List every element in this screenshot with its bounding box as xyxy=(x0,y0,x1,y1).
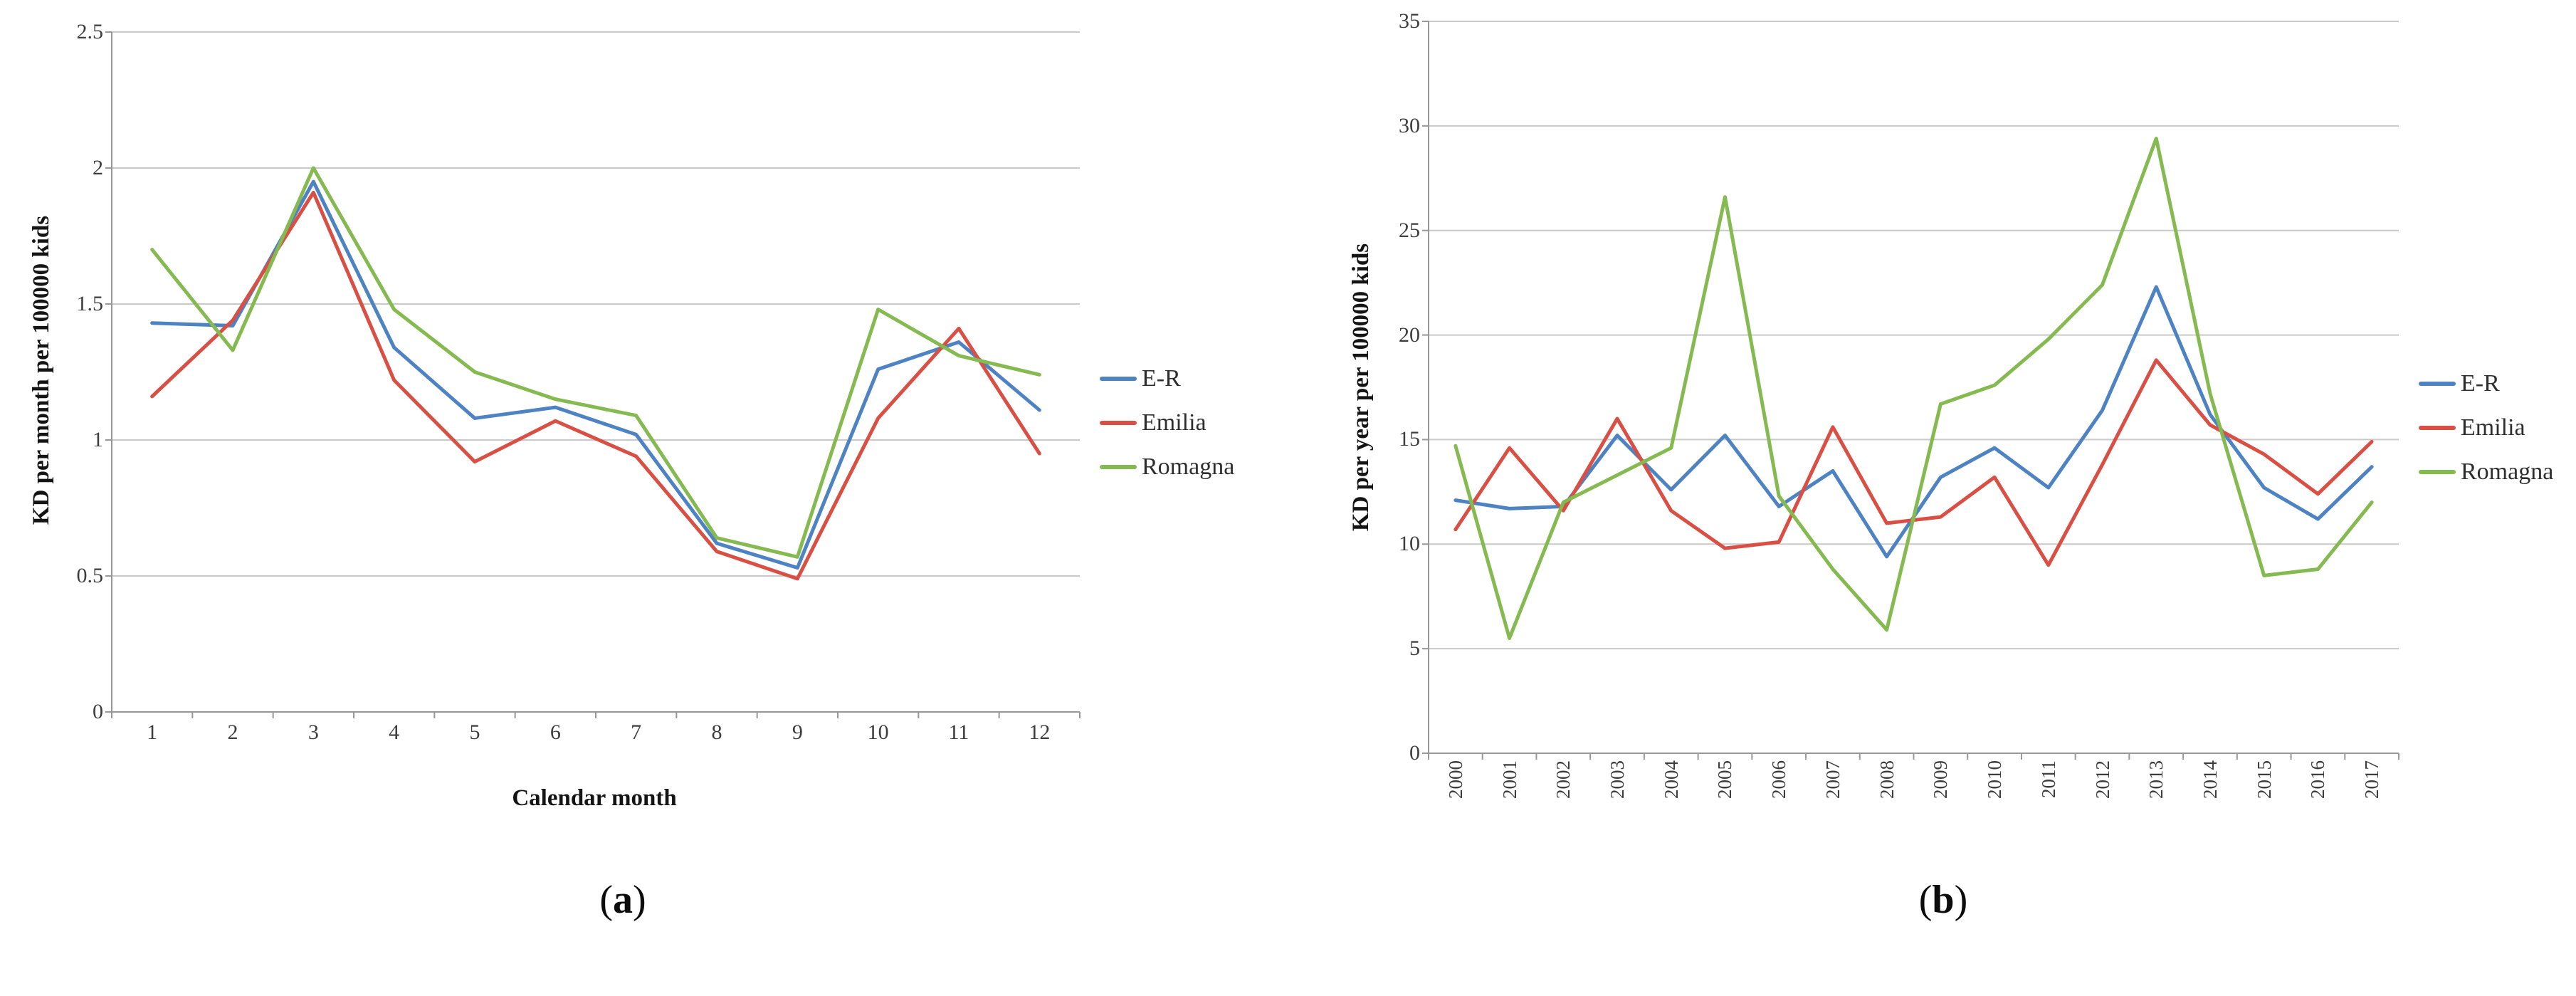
y-tick-label: 5 xyxy=(1409,636,1420,661)
x-tick-label: 2009 xyxy=(1930,760,1952,799)
legend-line-sample-icon xyxy=(2419,382,2456,386)
x-tick-label: 10 xyxy=(867,720,889,744)
chart-a-canvas xyxy=(105,31,1081,718)
chart-a-x-axis-title: Calendar month xyxy=(512,785,677,811)
x-tick-label: 1 xyxy=(147,720,158,744)
y-tick-label: 2.5 xyxy=(76,20,104,43)
caption-b-close-paren: ) xyxy=(1954,878,1968,922)
x-tick-label: 2012 xyxy=(2091,760,2113,799)
x-tick-label: 11 xyxy=(948,720,969,744)
x-tick-label: 7 xyxy=(631,720,642,744)
legend-item-e-r: E-R xyxy=(2419,368,2553,399)
x-tick-label: 2006 xyxy=(1768,760,1790,799)
x-tick-label: 6 xyxy=(550,720,561,744)
legend-line-sample-icon xyxy=(1100,421,1137,425)
x-tick-label: 8 xyxy=(711,720,722,744)
y-tick-label: 30 xyxy=(1399,113,1420,137)
x-tick-label: 3 xyxy=(307,720,319,744)
chart-b-canvas xyxy=(1422,21,2399,760)
x-tick-label: 2008 xyxy=(1876,760,1898,799)
series-line-romagna xyxy=(150,166,1041,559)
x-tick-label: 2013 xyxy=(2145,760,2167,799)
caption-a-open-paren: ( xyxy=(599,878,613,922)
legend-line-sample-icon xyxy=(2419,470,2456,474)
series-line-romagna xyxy=(1453,136,2374,640)
y-tick-label: 25 xyxy=(1399,218,1420,242)
series-line-emilia xyxy=(1453,358,2374,567)
y-tick-label: 0 xyxy=(1409,741,1420,765)
x-tick-label: 2004 xyxy=(1660,760,1682,799)
x-tick-label: 2016 xyxy=(2307,760,2329,799)
x-tick-label: 2000 xyxy=(1444,760,1466,799)
x-tick-label: 2001 xyxy=(1498,760,1520,799)
legend-label: E-R xyxy=(1142,365,1181,392)
caption-a-close-paren: ) xyxy=(633,878,646,922)
legend-item-emilia: Emilia xyxy=(2419,412,2553,444)
legend-item-romagna: Romagna xyxy=(2419,456,2553,488)
series-line-e-r xyxy=(150,179,1041,570)
x-tick-label: 9 xyxy=(792,720,803,744)
legend-item-emilia: Emilia xyxy=(1100,407,1234,439)
legend-item-romagna: Romagna xyxy=(1100,451,1234,483)
chart-a-plot-area: 0 0.5 1 1.5 2 2.5 1 2 3 4 5 6 7 8 9 10 11 12 xyxy=(77,21,1081,743)
chart-b-legend: E-R Emilia Romagna xyxy=(2419,368,2553,500)
x-tick-label: 2015 xyxy=(2253,760,2275,799)
legend-line-sample-icon xyxy=(1100,377,1137,381)
legend-line-sample-icon xyxy=(1100,465,1137,469)
y-tick-label: 1 xyxy=(93,428,103,451)
y-tick-label: 10 xyxy=(1399,532,1420,556)
y-tick-label: 15 xyxy=(1399,427,1420,451)
x-tick-label: 2 xyxy=(227,720,238,744)
legend-label: Romagna xyxy=(2461,458,2554,485)
caption-b-letter: b xyxy=(1932,878,1955,922)
y-tick-label: 0 xyxy=(93,700,103,723)
legend-label: Emilia xyxy=(1142,409,1206,436)
x-tick-label: 2011 xyxy=(2037,760,2059,798)
x-tick-label: 2002 xyxy=(1552,760,1574,799)
legend-label: Emilia xyxy=(2461,414,2525,441)
chart-b-plot-area: 0 5 10 15 20 25 30 35 2000 2001 2002 2003 2004 2005 20… xyxy=(1399,10,2399,799)
x-tick-label: 5 xyxy=(469,720,480,744)
legend-label: Romagna xyxy=(1142,454,1235,480)
y-tick-label: 0.5 xyxy=(76,564,104,587)
y-tick-label: 35 xyxy=(1399,9,1420,33)
legend-line-sample-icon xyxy=(2419,426,2456,430)
caption-a-letter: a xyxy=(613,878,633,922)
series-line-emilia xyxy=(150,190,1041,581)
y-tick-label: 20 xyxy=(1399,323,1420,347)
x-tick-label: 2005 xyxy=(1714,760,1736,799)
caption-b-open-paren: ( xyxy=(1918,878,1933,922)
x-tick-label: 4 xyxy=(389,720,400,744)
y-tick-label: 2 xyxy=(93,156,103,179)
x-tick-label: 2010 xyxy=(1984,760,2006,799)
chart-b-y-axis-title: KD per year per 100000 kids xyxy=(1348,243,1374,532)
legend-label: E-R xyxy=(2461,370,2500,397)
chart-b-caption: (b) xyxy=(1829,877,2057,923)
y-tick-label: 1.5 xyxy=(76,292,104,315)
legend-item-e-r: E-R xyxy=(1100,363,1234,394)
x-tick-label: 2017 xyxy=(2361,760,2383,799)
x-tick-label: 2003 xyxy=(1607,760,1629,799)
x-tick-label: 12 xyxy=(1029,720,1051,744)
chart-a-legend: E-R Emilia Romagna xyxy=(1100,363,1234,496)
x-tick-label: 2014 xyxy=(2199,760,2221,799)
x-tick-label: 2007 xyxy=(1821,760,1844,799)
chart-a-caption: (a) xyxy=(509,877,737,923)
